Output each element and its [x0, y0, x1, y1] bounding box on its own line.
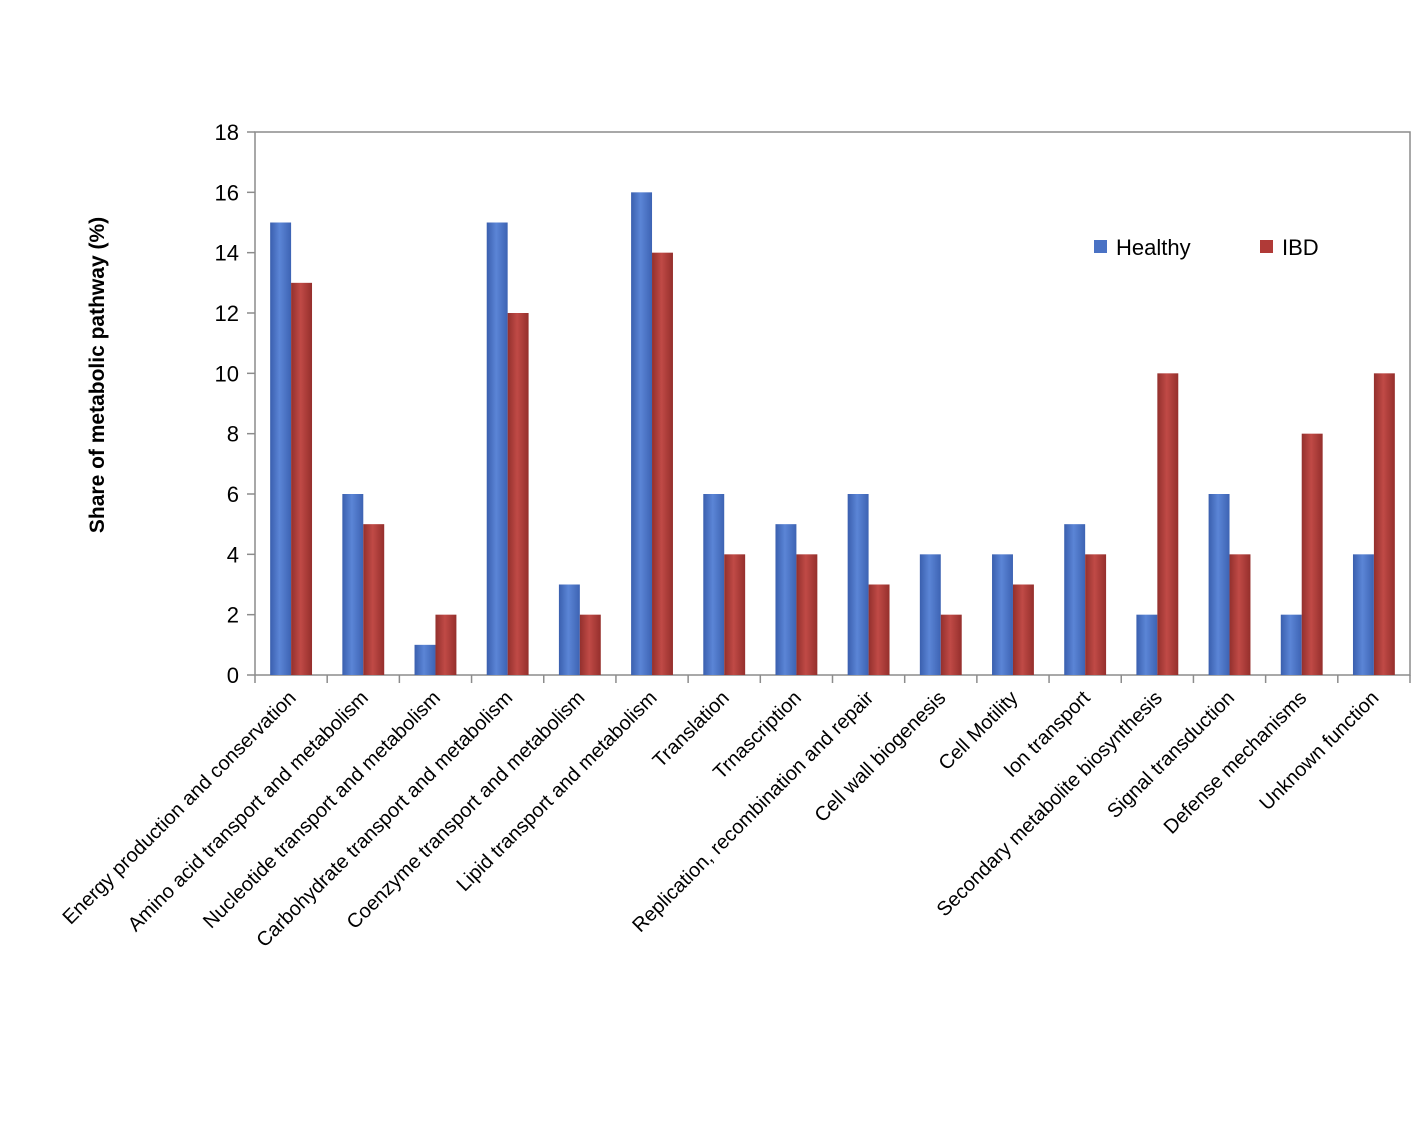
bar-ibd-2 — [435, 614, 457, 675]
bar-ibd-13 — [1229, 554, 1251, 675]
bar-ibd-14 — [1301, 433, 1323, 675]
bar-healthy-2 — [414, 644, 436, 675]
bar-ibd-15 — [1373, 373, 1395, 675]
y-tick-label: 6 — [227, 482, 239, 507]
bar-healthy-7 — [775, 524, 797, 675]
y-tick-label: 4 — [227, 542, 239, 567]
bar-healthy-14 — [1280, 614, 1302, 675]
y-axis-title: Share of metabolic pathway (%) — [86, 217, 109, 533]
bar-ibd-9 — [940, 614, 962, 675]
x-axis — [254, 675, 1411, 683]
bar-healthy-3 — [486, 222, 508, 675]
bar-ibd-3 — [507, 313, 529, 675]
bar-ibd-12 — [1157, 373, 1179, 675]
bar-healthy-4 — [558, 584, 580, 675]
bar-healthy-10 — [992, 554, 1013, 675]
bar-ibd-0 — [291, 282, 313, 675]
bar-ibd-10 — [1012, 584, 1034, 675]
bars — [270, 192, 1395, 676]
bar-ibd-7 — [796, 554, 818, 675]
legend-label-healthy: Healthy — [1116, 235, 1191, 260]
bar-ibd-5 — [652, 252, 673, 675]
legend: Healthy IBD — [1094, 235, 1319, 260]
y-tick-label: 16 — [215, 180, 239, 205]
bar-ibd-6 — [724, 554, 746, 675]
bar-ibd-1 — [363, 524, 385, 675]
bar-healthy-15 — [1352, 554, 1374, 675]
legend-label-ibd: IBD — [1282, 235, 1319, 260]
bar-ibd-8 — [868, 584, 890, 675]
legend-swatch-ibd — [1260, 240, 1273, 253]
y-tick-label: 12 — [215, 301, 239, 326]
x-category-label: Unknown function — [1255, 687, 1383, 815]
y-axis: 0 2 4 6 8 10 12 14 16 18 — [215, 120, 255, 688]
x-tick-labels: Energy production and conservationAmino … — [59, 687, 1384, 952]
bar-healthy-8 — [847, 494, 869, 675]
bar-healthy-9 — [919, 554, 941, 675]
x-category-label: Signal transduction — [1103, 687, 1239, 823]
y-tick-label: 10 — [215, 361, 239, 386]
y-tick-label: 14 — [215, 241, 239, 266]
bar-healthy-5 — [631, 192, 653, 676]
y-tick-label: 2 — [227, 603, 239, 628]
x-category-label: Defense mechanisms — [1160, 687, 1312, 839]
bar-healthy-12 — [1136, 614, 1158, 675]
bar-healthy-0 — [270, 222, 292, 675]
y-tick-label: 18 — [215, 120, 239, 145]
x-category-label: Cell wall biogenesis — [811, 687, 951, 827]
bar-healthy-13 — [1208, 494, 1230, 675]
bar-healthy-6 — [703, 494, 725, 675]
bar-ibd-4 — [579, 614, 601, 675]
bar-healthy-1 — [342, 494, 364, 675]
bar-healthy-11 — [1064, 524, 1086, 675]
x-category-label: Carbohydrate transport and metabolism — [252, 687, 517, 952]
bar-ibd-11 — [1085, 554, 1107, 675]
y-tick-label: 0 — [227, 663, 239, 688]
y-tick-label: 8 — [227, 422, 239, 447]
legend-swatch-healthy — [1094, 240, 1107, 253]
